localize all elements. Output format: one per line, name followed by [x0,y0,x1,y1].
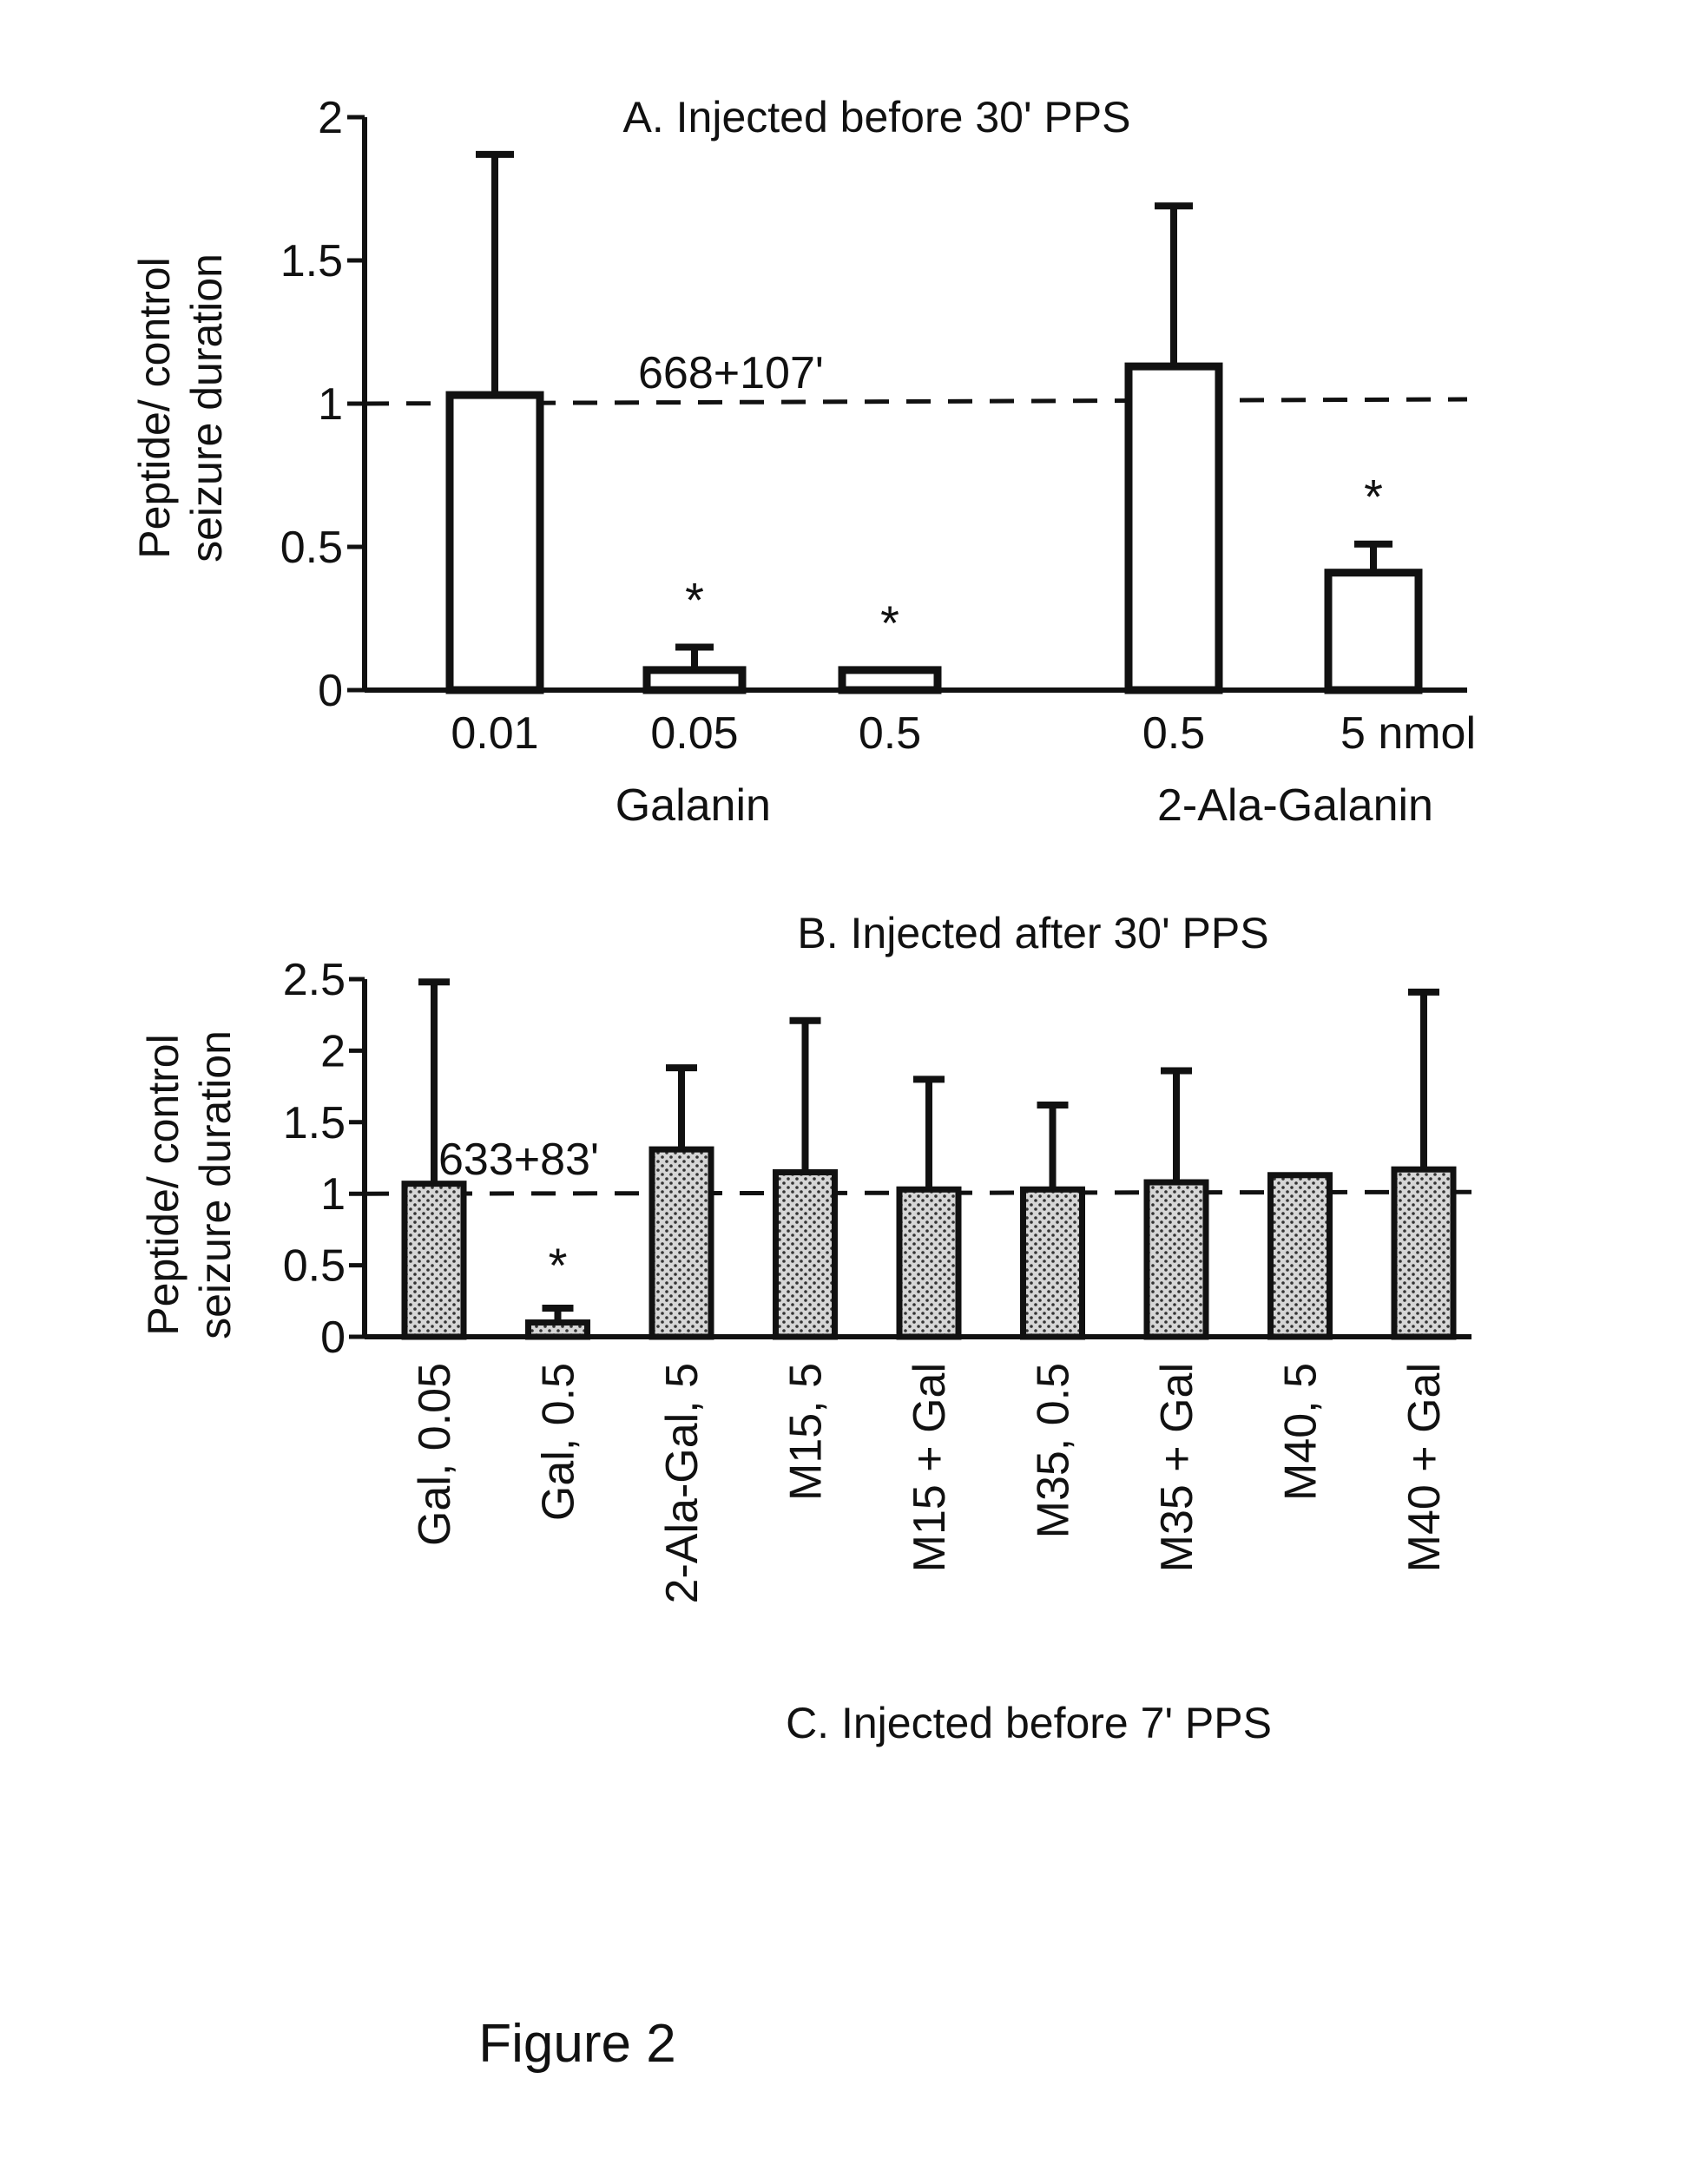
panel-a-title: A. Injected before 30' PPS [623,93,1131,141]
panel-a-category-label: 5 nmol [1340,708,1476,759]
panel-a-bars [450,155,1419,690]
panel-b-bar [1394,1169,1453,1337]
figure-caption: Figure 2 [478,2014,675,2074]
panel-b-category-label: Gal, 0.05 [410,1363,460,1546]
panel-a-bar [647,670,742,690]
panel-b-bar [529,1323,588,1337]
panel-a-bar [842,670,938,690]
panel-b-bar [776,1172,835,1337]
panel-b-chart: B. Injected after 30' PPS Peptide/ contr… [139,909,1471,1603]
panel-b-category-label: Gal, 0.5 [534,1363,584,1521]
panel-b-bar [1147,1182,1206,1337]
panel-b-y-tick-label: 2 [320,1026,346,1076]
panel-a-category-label: 0.5 [1142,708,1205,759]
panel-b-y-axis-label-line-1: Peptide/ control [139,1034,188,1335]
panel-b-bar [1024,1189,1083,1337]
panel-a-y-axis-label-line-2: seizure duration [182,253,231,562]
panel-b-significance-marker: * [549,1238,568,1293]
panel-a-y-tick-label: 1 [318,379,343,430]
panel-b-category-label: M35, 0.5 [1029,1363,1079,1538]
panel-a-bar [1328,573,1419,690]
panel-a-bar [450,395,540,690]
panel-a-group-label: Galanin [616,780,771,831]
panel-a-y-tick-label: 1.5 [280,236,343,286]
panel-b-bar [405,1184,464,1337]
panel-b-y-tick-label: 0.5 [283,1241,346,1292]
panel-b-category-label: M40 + Gal [1399,1363,1450,1572]
panel-a-reference-label: 668+107' [638,348,824,398]
panel-b-title: B. Injected after 30' PPS [797,909,1268,957]
panel-a-significance-marker: * [685,573,704,628]
panel-a-chart: A. Injected before 30' PPS Peptide/ cont… [130,93,1476,831]
panel-a-group-label: 2-Ala-Galanin [1157,780,1433,831]
panel-b-y-tick-label: 0 [320,1312,346,1363]
panel-c-title: C. Injected before 7' PPS [786,1699,1272,1747]
panel-a-y-tick-label: 2 [318,93,343,143]
panel-b-category-label: M15, 5 [781,1363,832,1501]
panel-b-category-label: 2-Ala-Gal, 5 [657,1363,708,1603]
panel-a-y-tick-label: 0 [318,666,343,716]
panel-b-bar [899,1189,958,1337]
panel-a-y-tick-label: 0.5 [280,523,343,573]
panel-a-category-label: 0.5 [859,708,921,759]
panel-b-category-label: M15 + Gal [905,1363,955,1572]
panel-a-labels: 0.01 * 0.05 * 0.5 0.5 * 5 nmol Galanin 2-Ala-Gala… [451,470,1476,831]
panel-a-y-axis-label-line-1: Peptide/ control [130,257,179,558]
panel-b-category-label: M35 + Gal [1152,1363,1202,1572]
panel-a-category-label: 0.01 [451,708,538,759]
panel-b-y-axis-label: Peptide/ control seizure duration [139,1030,240,1339]
panel-a-significance-marker: * [1364,470,1383,524]
panel-b-reference-label: 633+83' [438,1135,599,1185]
panel-b-y-tick-label: 2.5 [283,955,346,1005]
panel-a-bar [1129,366,1219,690]
panel-a-category-label: 0.05 [650,708,738,759]
panel-a-significance-marker: * [880,595,899,650]
panel-b-category-label: M40, 5 [1276,1363,1327,1501]
panel-a-y-axis-label: Peptide/ control seizure duration [130,253,231,562]
panel-b-bar [652,1149,711,1337]
panel-b-y-axis-label-line-2: seizure duration [191,1030,240,1339]
panel-b-y-tick-label: 1 [320,1169,346,1220]
panel-b-bar [1271,1175,1330,1337]
panel-b-y-tick-label: 1.5 [283,1098,346,1148]
